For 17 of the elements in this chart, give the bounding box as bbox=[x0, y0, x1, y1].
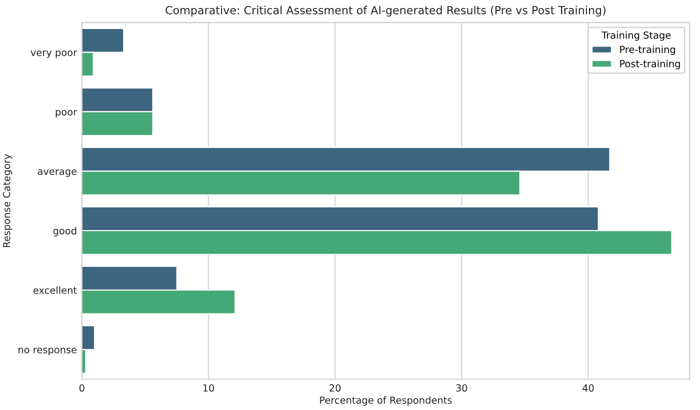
y-tick-label: good bbox=[53, 226, 76, 236]
y-tick-label: poor bbox=[56, 110, 78, 118]
x-tick-label: 30 bbox=[456, 384, 468, 392]
x-tick-label: 10 bbox=[203, 384, 214, 392]
chart-title: Comparative: Critical Assessment of AI-generated Results (Pre vs Post Training) bbox=[166, 6, 606, 17]
y-tick-label: no response bbox=[18, 348, 77, 356]
legend-title: Training Stage bbox=[602, 31, 671, 41]
y-tick-label: excellent bbox=[33, 286, 77, 294]
y-tick-label: very poor bbox=[30, 50, 78, 58]
x-tick-label: 20 bbox=[330, 384, 341, 392]
y-axis-title: Response Category bbox=[2, 154, 12, 248]
legend-label: Pre-training bbox=[620, 46, 675, 55]
x-axis-title: Percentage of Respondents bbox=[320, 396, 452, 406]
y-tick-label: average bbox=[38, 169, 77, 177]
x-tick-label: 40 bbox=[582, 384, 594, 392]
legend-label: Post-training bbox=[620, 60, 680, 70]
x-tick-label: 0 bbox=[79, 384, 84, 392]
